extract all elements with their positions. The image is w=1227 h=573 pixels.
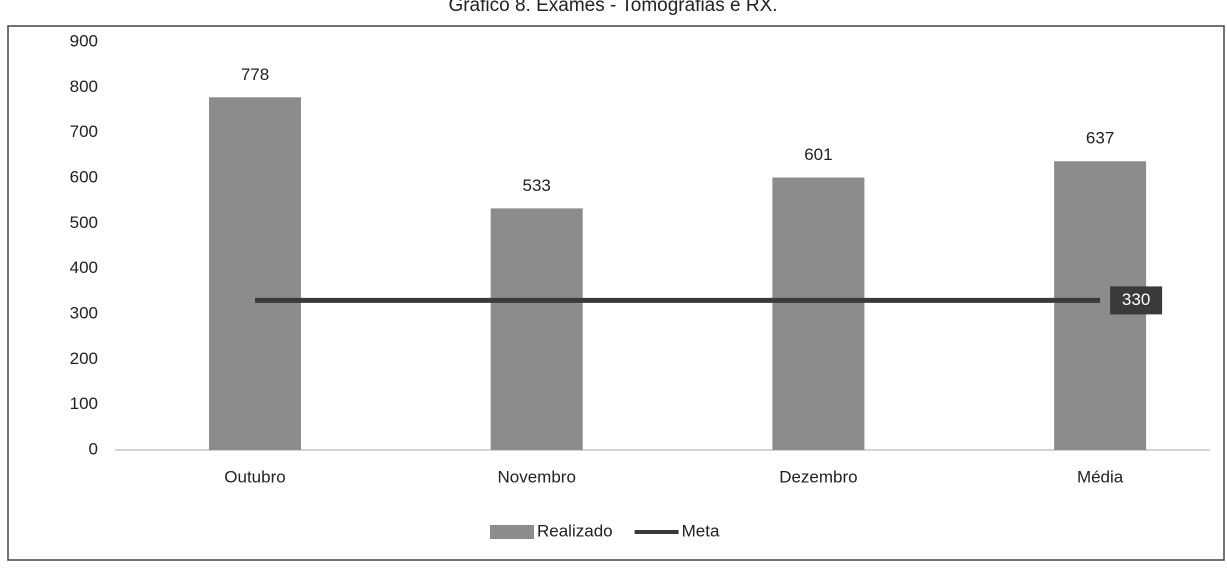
chart-title: Gráfico 8. Exames - Tomografias e RX.	[448, 0, 777, 16]
y-tick-label: 100	[70, 394, 98, 413]
y-tick-label: 600	[70, 167, 98, 186]
legend-label: Realizado	[537, 521, 613, 540]
data-label: 330	[1122, 290, 1150, 309]
legend-label: Meta	[682, 521, 720, 540]
y-tick-label: 800	[70, 77, 98, 96]
x-tick-label: Outubro	[224, 467, 285, 486]
x-tick-label: Dezembro	[779, 467, 857, 486]
y-tick-label: 200	[70, 349, 98, 368]
y-tick-label: 900	[70, 31, 98, 50]
x-tick-label: Novembro	[497, 467, 575, 486]
y-tick-label: 300	[70, 303, 98, 322]
data-label: 637	[1086, 129, 1114, 148]
chart-frame	[7, 25, 1225, 561]
y-tick-label: 700	[70, 122, 98, 141]
bar	[772, 177, 865, 450]
legend-swatch	[490, 525, 534, 539]
y-tick-label: 400	[70, 258, 98, 277]
data-label: 601	[804, 145, 832, 164]
bar	[209, 97, 301, 450]
data-label: 533	[523, 176, 551, 195]
y-tick-label: 0	[89, 439, 98, 458]
y-tick-label: 500	[70, 213, 98, 232]
data-label: 778	[241, 65, 269, 84]
x-tick-label: Média	[1077, 467, 1124, 486]
bar	[490, 208, 583, 450]
data-label-box	[1110, 286, 1163, 315]
